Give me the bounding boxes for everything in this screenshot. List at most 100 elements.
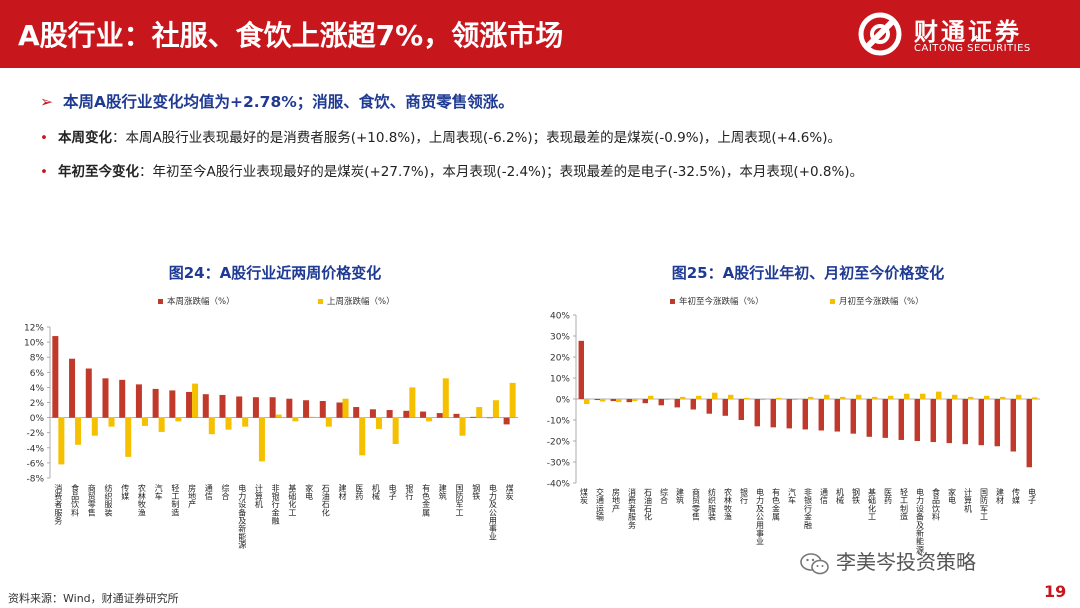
bar-series2 (442, 378, 449, 418)
bar-series2 (275, 414, 282, 418)
bar-series1 (436, 413, 443, 418)
logo-english-name: CAITONG SECURITIES (914, 43, 1031, 54)
bar-series2 (208, 417, 215, 435)
x-category-label: 家电 (948, 487, 956, 505)
bar-series2 (984, 395, 990, 399)
bar-series1 (1010, 399, 1016, 452)
x-category-label: 非银行金融 (272, 483, 280, 525)
bar-series2 (872, 396, 878, 399)
bar-series2 (1016, 394, 1022, 399)
summary-text: 本周A股行业变化均值为+2.78%；消服、食饮、商贸零售领涨。 (63, 93, 514, 111)
x-category-label: 机械 (836, 487, 844, 505)
x-category-label: 银行 (740, 487, 748, 505)
x-category-label: 商贸零售 (692, 487, 700, 522)
company-logo: 财通证券 CAITONG SECURITIES (858, 10, 1068, 60)
x-category-label: 建筑 (439, 483, 447, 501)
bar-series1 (738, 399, 744, 420)
bar-series1 (1026, 399, 1032, 468)
bar-series1 (219, 394, 226, 418)
x-category-label: 机械 (372, 483, 380, 501)
bar-series1 (690, 399, 696, 410)
bar-series2 (968, 396, 974, 399)
x-category-label: 通信 (820, 487, 828, 505)
bullet-ytd-change: • 年初至今变化：年初至今A股行业表现最好的是煤炭(+27.7%)，本月表现(-2… (40, 160, 863, 180)
y-tick-label: -20% (547, 438, 571, 448)
bar-series1 (770, 399, 776, 428)
x-category-label: 医药 (355, 484, 363, 501)
legend-label: 上周涨跌幅（%） (327, 296, 395, 307)
x-category-label: 电力及公用事业 (756, 487, 764, 546)
x-category-label: 纺织服装 (708, 487, 716, 522)
header-bar: A股行业：社服、食饮上涨超7%，领涨市场 财通证券 CAITONG SECURI… (0, 0, 1080, 68)
x-category-label: 综合 (222, 483, 230, 501)
bar-series1 (706, 399, 712, 414)
x-category-label: 房地产 (612, 487, 620, 513)
x-category-label: 煤炭 (506, 483, 514, 501)
bar-series2 (492, 400, 499, 418)
bar-series2 (744, 397, 750, 399)
bar-series1 (286, 398, 293, 418)
legend-label: 本周涨跌幅（%） (167, 296, 235, 307)
bar-series1 (898, 399, 904, 440)
y-tick-label: 0% (30, 414, 45, 424)
bar-series1 (802, 399, 808, 430)
bar-series1 (866, 399, 872, 437)
bar-series2 (920, 393, 926, 399)
x-category-label: 消费者服务 (54, 483, 62, 525)
bar-series1 (610, 399, 616, 402)
y-tick-label: 8% (30, 354, 45, 364)
bar-series1 (674, 399, 680, 408)
bar-series2 (600, 399, 606, 402)
bar-series1 (336, 402, 343, 418)
bar-series2 (409, 387, 416, 418)
legend-label: 月初至今涨跌幅（%） (839, 296, 924, 307)
x-category-label: 轻工制造 (171, 483, 179, 517)
bar-series1 (152, 388, 159, 418)
x-category-label: 基础化工 (288, 483, 296, 517)
bullet-lead: 年初至今变化 (57, 164, 139, 180)
bullet-dot: • (40, 130, 48, 146)
page-number: 19 (1044, 582, 1067, 601)
bar-series2 (192, 383, 199, 418)
weekly-change-chart: 12% 10% 8% 6% 4% 2% 0% -2% -4% -6% -8% 本周涨跌幅（%） 上周涨跌… (24, 296, 518, 550)
bar-series2 (125, 417, 132, 457)
y-tick-label: -2% (26, 429, 44, 439)
bullet-lead: 本周变化 (57, 130, 112, 146)
y-tick-label: 6% (30, 369, 45, 379)
bar-series1 (386, 410, 393, 418)
y-tick-label: 40% (550, 312, 570, 322)
bar-series2 (1032, 397, 1038, 399)
bar-series1 (403, 410, 410, 418)
x-category-label: 国防军工 (456, 484, 464, 517)
bar-series2 (509, 382, 516, 418)
x-category-label: 纺织服装 (105, 483, 113, 517)
bar-series2 (225, 417, 232, 430)
bar-series1 (202, 394, 209, 418)
watermark-text: 李美岑投资策略 (836, 550, 976, 574)
bar-series1 (453, 413, 460, 418)
bar-series2 (728, 394, 734, 399)
bar-series2 (158, 417, 165, 432)
x-category-label: 建材 (339, 483, 347, 501)
bar-series2 (292, 417, 299, 422)
x-category-label: 医药 (884, 488, 892, 505)
bar-series2 (696, 395, 702, 399)
y-tick-label: 30% (550, 333, 570, 343)
x-category-label: 钢铁 (472, 483, 480, 501)
bar-series1 (303, 400, 310, 418)
page-title: A股行业：社服、食饮上涨超7%，领涨市场 (18, 19, 564, 52)
bar-series2 (632, 399, 638, 402)
y-tick-label: -8% (26, 475, 44, 485)
x-category-label: 建筑 (676, 487, 684, 505)
bar-series2 (342, 398, 349, 418)
x-category-label: 汽车 (155, 483, 163, 501)
x-category-label: 石油石化 (322, 484, 330, 517)
bar-series2 (392, 417, 399, 445)
bar-series2 (325, 417, 332, 427)
x-category-label: 房地产 (188, 483, 196, 509)
x-category-label: 农林牧渔 (724, 487, 732, 522)
x-category-label: 电力设备及新能源 (238, 483, 246, 550)
bar-series2 (58, 417, 65, 465)
bar-series2 (664, 399, 670, 401)
bar-series1 (102, 378, 109, 418)
